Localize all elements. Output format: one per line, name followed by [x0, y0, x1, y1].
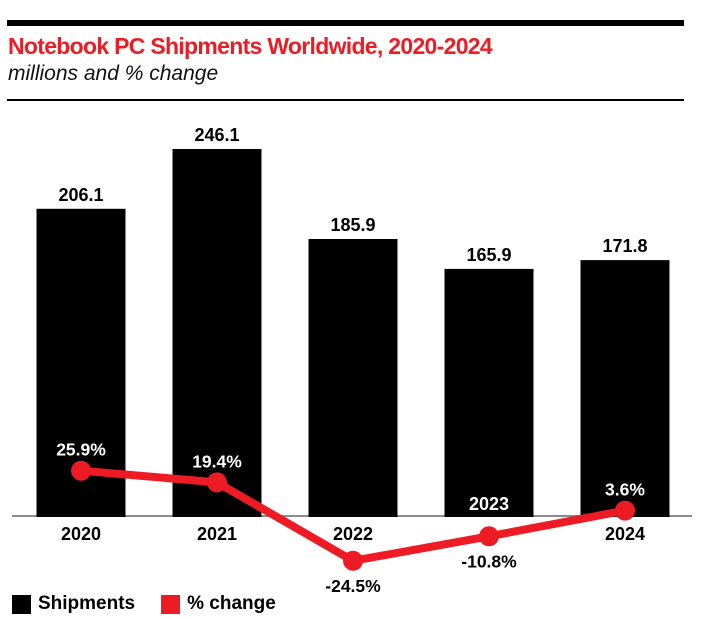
shipments-bar-2023: [444, 268, 534, 517]
top-rule: [7, 20, 684, 26]
x-tick-label-2021: 2021: [197, 524, 237, 544]
pct-change-marker-2024: [615, 500, 635, 521]
pct-change-legend-label: % change: [187, 593, 276, 614]
chart-title: Notebook PC Shipments Worldwide, 2020-20…: [8, 33, 493, 59]
pct-change-marker-2020: [71, 460, 91, 481]
pct-change-label-2020: 25.9%: [56, 440, 106, 460]
pct-change-marker-2021: [207, 472, 227, 493]
shipments-value-label-2021: 246.1: [194, 125, 239, 145]
shipments-value-label-2023: 165.9: [466, 245, 511, 265]
shipments-value-label-2020: 206.1: [58, 185, 103, 205]
x-tick-label-2023: 2023: [469, 494, 509, 514]
shipments-value-label-2022: 185.9: [330, 215, 375, 235]
pct-change-marker-2023: [479, 526, 499, 547]
pct-change-legend-swatch: [161, 594, 181, 614]
legend: Shipments % change: [12, 593, 276, 615]
pct-change-label-2023: -10.8%: [461, 551, 517, 571]
shipments-value-label-2024: 171.8: [602, 236, 647, 256]
x-tick-label-2020: 2020: [61, 524, 101, 544]
pct-change-label-2022: -24.5%: [325, 576, 381, 596]
x-tick-label-2022: 2022: [333, 524, 373, 544]
shipments-bar-2022: [308, 239, 398, 517]
shipments-legend-label: Shipments: [38, 593, 136, 614]
header-divider: [7, 99, 684, 101]
shipments-bar-2021: [172, 149, 262, 517]
x-tick-label-2024: 2024: [605, 524, 645, 544]
shipments-bar-2024: [580, 260, 670, 517]
pct-change-marker-2022: [343, 550, 363, 571]
pct-change-label-2024: 3.6%: [605, 480, 645, 500]
pct-change-label-2021: 19.4%: [192, 451, 242, 471]
shipments-legend-swatch: [12, 594, 31, 614]
chart-subtitle: millions and % change: [8, 62, 219, 85]
